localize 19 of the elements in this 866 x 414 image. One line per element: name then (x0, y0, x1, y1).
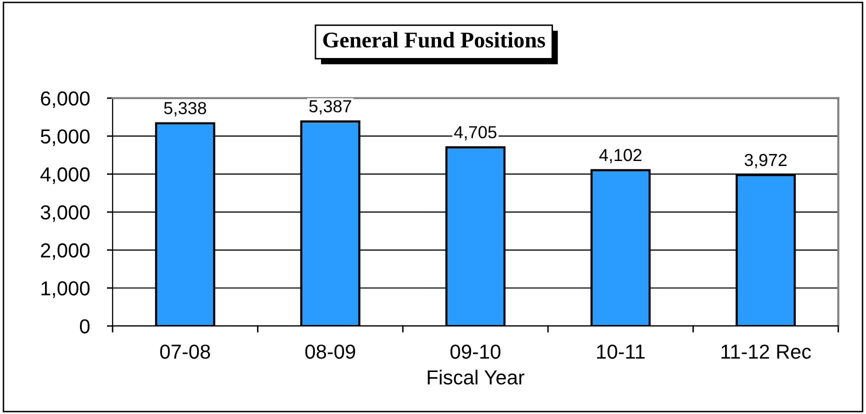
y-tick-label: 4,000 (40, 167, 90, 184)
x-tick-label: 10-11 (597, 344, 645, 359)
y-tick-label: 6,000 (40, 91, 90, 108)
data-label: 4,705 (454, 126, 496, 140)
data-label: 5,338 (164, 102, 206, 116)
x-tick-label: 11-12 Rec (722, 344, 811, 359)
data-label: 5,387 (309, 100, 352, 114)
y-tick-label: 5,000 (40, 129, 90, 146)
data-label: 3,972 (744, 154, 787, 168)
x-axis-title: Fiscal Year (428, 370, 524, 385)
y-tick-label: 2,000 (40, 243, 90, 260)
data-label: 4,102 (599, 148, 642, 164)
x-tick-label: 09-10 (450, 344, 500, 359)
y-tick-label: 1,000 (42, 281, 90, 298)
chart-title: General Fund Positions (323, 32, 546, 48)
y-tick-label: 3,000 (40, 205, 90, 222)
x-tick-label: 08-09 (305, 344, 356, 359)
x-tick-label: 07-08 (160, 344, 210, 359)
y-tick-label: 0 (80, 319, 90, 334)
